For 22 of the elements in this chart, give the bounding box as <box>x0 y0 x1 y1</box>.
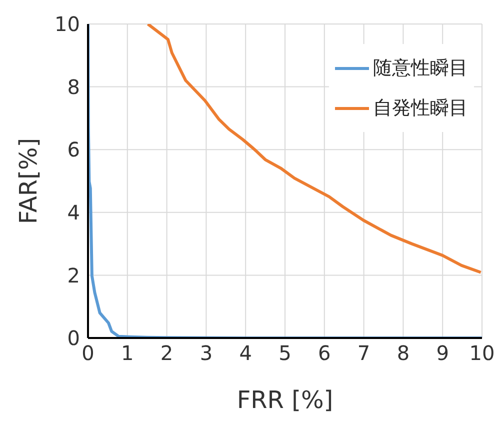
x-tick-label: 9 <box>436 341 449 366</box>
y-tick-label: 0 <box>67 326 80 350</box>
legend-label: 自発性瞬目 <box>372 96 468 121</box>
line-series <box>146 24 482 274</box>
x-tick-label: 6 <box>318 341 331 366</box>
x-tick-label: 7 <box>357 341 370 366</box>
legend-label: 随意性瞬目 <box>372 56 468 81</box>
x-tick-label: 10 <box>469 341 495 366</box>
x-axis-title: FRR [%] <box>236 386 334 414</box>
y-tick-label: 6 <box>67 138 80 162</box>
y-tick-label: 2 <box>67 263 80 288</box>
y-tick-label: 8 <box>67 74 80 99</box>
line-series <box>88 24 482 338</box>
x-tick-label: 8 <box>396 341 410 366</box>
x-tick-label: 1 <box>121 341 134 366</box>
x-tick-label: 4 <box>239 341 252 366</box>
x-tick-label: 2 <box>160 341 174 366</box>
y-tick-label: 4 <box>67 200 80 224</box>
x-tick-label: 5 <box>278 341 292 366</box>
x-tick-label: 3 <box>200 341 213 366</box>
y-axis-title: FAR[%] <box>14 138 43 224</box>
y-tick-label: 10 <box>54 12 80 36</box>
